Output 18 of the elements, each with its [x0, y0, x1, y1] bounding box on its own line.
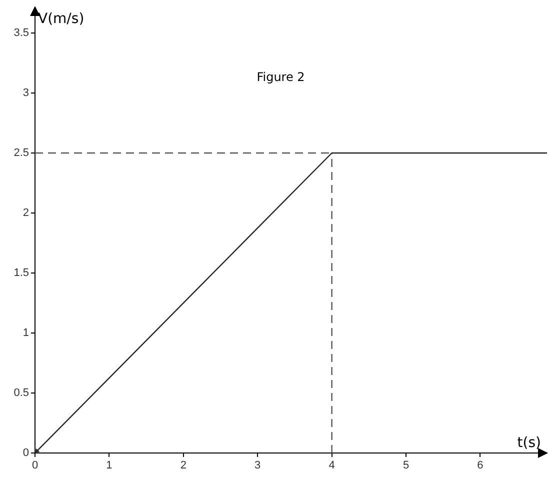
- y-tick-label: 3.5: [14, 27, 29, 40]
- y-tick-label: 1.5: [14, 267, 29, 280]
- annotation: Figure 2: [256, 70, 305, 84]
- x-tick-label: 1: [106, 460, 112, 472]
- x-tick-label: 3: [254, 460, 261, 472]
- x-axis-title: t(s): [517, 435, 541, 451]
- y-tick-label: 0.5: [14, 387, 29, 400]
- y-tick-label: 0: [22, 447, 29, 460]
- y-axis-title: V(m/s): [38, 11, 84, 27]
- y-tick-label: 2.5: [14, 147, 29, 160]
- x-tick-label: 0: [32, 460, 38, 472]
- x-tick-label: 6: [477, 460, 484, 472]
- y-tick-label: 2: [22, 207, 29, 220]
- y-tick-label: 1: [22, 327, 29, 340]
- y-tick-label: 3: [22, 87, 29, 100]
- x-tick-label: 5: [402, 460, 410, 472]
- x-tick-label: 2: [180, 460, 186, 472]
- x-tick-label: 4: [328, 460, 335, 472]
